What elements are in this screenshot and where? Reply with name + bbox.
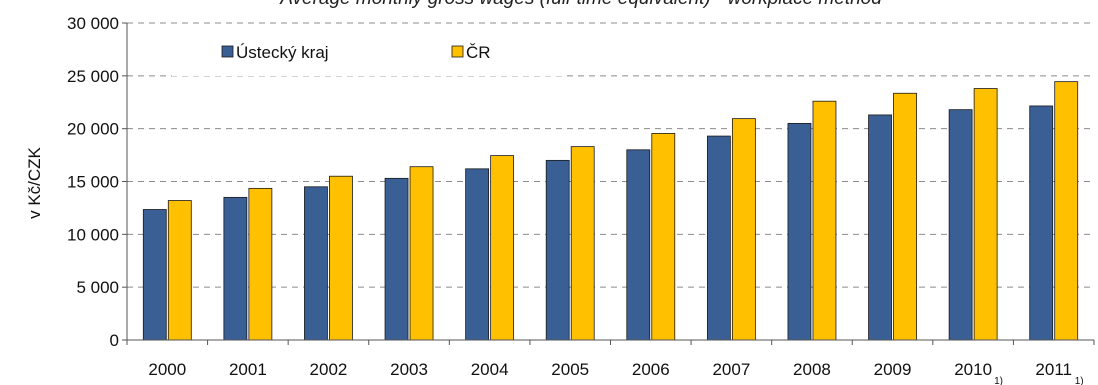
x-tick-label: 2003: [390, 360, 428, 379]
y-tick-label: 0: [110, 331, 119, 350]
bar-cr-2006: [651, 133, 676, 341]
y-tick-label: 30 000: [67, 14, 119, 33]
x-tick-label: 2002: [310, 360, 348, 379]
legend-label-ustecky-kraj: Ústecký kraj: [236, 43, 329, 62]
x-tick-label: 2008: [793, 360, 831, 379]
y-tick-label: 10 000: [67, 225, 119, 244]
bar-cr-2004: [490, 155, 515, 341]
x-tick-label: 2006: [632, 360, 670, 379]
bar-ustecky-kraj-2010: [948, 109, 973, 341]
grid-lines: [127, 22, 1094, 288]
y-tick-labels: 0 5 000 10 000 15 000 20 000 25 000 30 000: [67, 14, 119, 350]
chart-title: Average monthly gross wages (full-time e…: [279, 0, 883, 9]
x-tick-label: 2007: [712, 360, 750, 379]
bar-cr-2008: [812, 100, 837, 341]
x-tick-labels: 2000 2001 2002 2003 2004 2005 2006 2007 2008 2009…: [148, 360, 1083, 385]
bar-ustecky-kraj-2008: [787, 122, 812, 341]
bar-cr-2007: [731, 118, 756, 341]
y-tick-label: 5 000: [76, 278, 119, 297]
legend-swatch-ustecky-kraj: [221, 45, 234, 58]
y-tick-label: 20 000: [67, 120, 119, 139]
bar-cr-2000: [167, 200, 192, 341]
x-tick-label: 2005: [551, 360, 589, 379]
bars: [142, 81, 1079, 341]
bar-cr-2009: [893, 92, 917, 341]
bar-ustecky-kraj-2005: [545, 159, 570, 341]
x-tick-footnote: 1): [1075, 376, 1084, 385]
bar-ustecky-kraj-2009: [868, 114, 892, 341]
x-tick-label: 2001: [229, 360, 267, 379]
legend-label-cr: ČR: [466, 43, 491, 62]
bar-ustecky-kraj-2002: [304, 186, 328, 341]
legend: Ústecký kraj ČR: [172, 36, 562, 76]
x-tick-footnote: 1): [994, 376, 1003, 385]
y-axis-label: v Kč/CZK: [25, 146, 44, 218]
x-tick-label: 2011: [1035, 360, 1072, 379]
bar-ustecky-kraj-2006: [626, 149, 651, 341]
bar-ustecky-kraj-2011: [1029, 105, 1054, 341]
bar-cr-2011: [1054, 81, 1079, 341]
x-tick-label: 2004: [471, 360, 509, 379]
bar-cr-2003: [409, 166, 434, 341]
bar-ustecky-kraj-2007: [706, 135, 731, 341]
bar-cr-2002: [329, 175, 353, 341]
bar-ustecky-kraj-2004: [465, 168, 490, 341]
bar-cr-2005: [570, 146, 595, 341]
bar-ustecky-kraj-2003: [384, 177, 409, 341]
bar-ustecky-kraj-2001: [223, 196, 248, 341]
x-tick-label: 2009: [874, 360, 912, 379]
legend-swatch-cr: [451, 45, 464, 58]
bar-cr-2001: [248, 187, 273, 341]
x-tick-label: 2000: [148, 360, 186, 379]
bar-ustecky-kraj-2000: [142, 209, 167, 341]
x-tick-label: 2010: [954, 360, 992, 379]
y-tick-label: 25 000: [67, 67, 119, 86]
bar-cr-2010: [973, 88, 998, 341]
axes: [122, 22, 1095, 345]
y-tick-label: 15 000: [67, 173, 119, 192]
legend-background: [172, 36, 562, 76]
